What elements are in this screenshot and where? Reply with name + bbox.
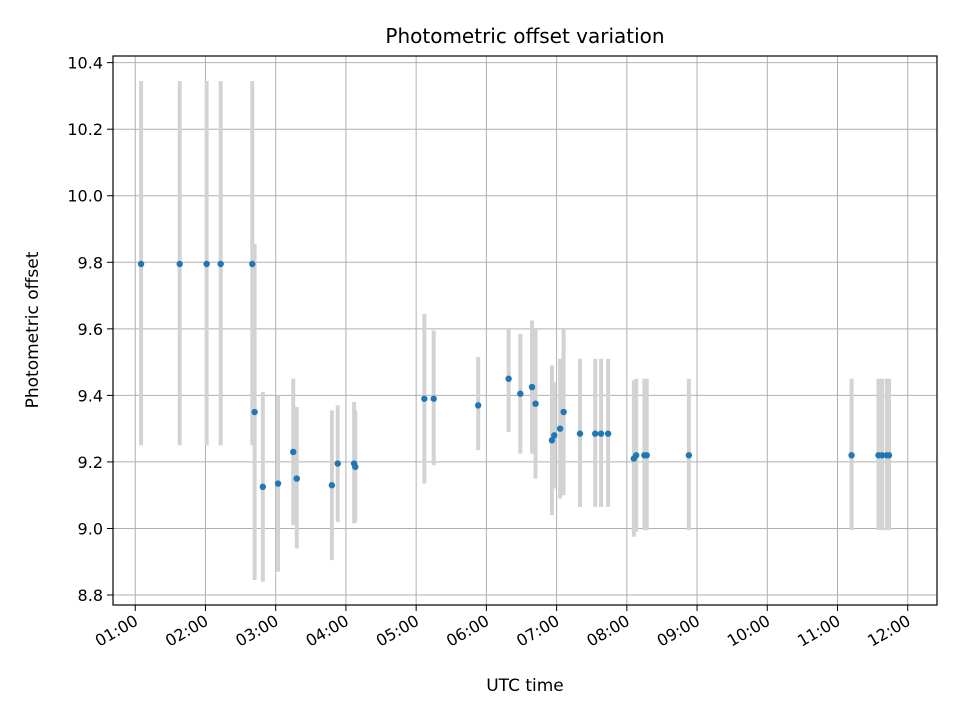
data-point [203, 260, 210, 268]
y-tick-label: 9.2 [78, 453, 103, 472]
data-point [548, 437, 556, 444]
data-point [251, 408, 258, 416]
data-point [290, 448, 297, 456]
data-point [556, 425, 564, 432]
y-axis-ticks: 8.8 9.0 9.2 9.4 9.6 9.8 10.0 10.2 10.4 [67, 54, 113, 605]
x-axis-label: UTC time [486, 676, 564, 696]
data-point [517, 390, 524, 397]
data-point [597, 430, 605, 437]
data-point [352, 463, 359, 471]
grid-lines [113, 56, 937, 605]
data-point [217, 260, 224, 268]
data-points [137, 260, 893, 491]
data-point [421, 395, 428, 402]
data-point [505, 375, 512, 382]
y-tick-label: 10.2 [67, 120, 103, 139]
data-point [293, 475, 300, 482]
y-tick-label: 9.0 [78, 519, 103, 538]
data-point [643, 452, 650, 459]
data-point [137, 260, 145, 268]
data-point [576, 430, 584, 437]
y-tick-label: 8.8 [78, 586, 103, 605]
data-point [551, 432, 558, 439]
data-point [878, 452, 886, 459]
data-point [532, 400, 539, 407]
y-tick-label: 9.4 [78, 386, 103, 405]
data-point [592, 430, 599, 437]
data-point [176, 260, 183, 268]
data-point [474, 402, 482, 409]
data-point [560, 408, 567, 416]
data-point [632, 452, 640, 459]
data-point [259, 483, 267, 491]
data-point [885, 452, 893, 459]
chart-title: Photometric offset variation [385, 24, 664, 48]
data-point [430, 395, 437, 402]
data-point [249, 260, 256, 268]
data-point [528, 383, 536, 391]
plot-frame [112, 55, 938, 606]
y-axis-label: Photometric offset [23, 251, 43, 408]
data-point [334, 460, 341, 467]
y-tick-label: 9.6 [78, 320, 103, 339]
data-point [328, 482, 336, 489]
data-point [604, 430, 612, 437]
data-point [685, 452, 693, 459]
y-tick-label: 10.4 [67, 54, 103, 73]
y-tick-label: 9.8 [78, 253, 103, 272]
data-point [274, 480, 282, 487]
data-point [848, 452, 855, 459]
y-tick-label: 10.0 [67, 187, 103, 206]
